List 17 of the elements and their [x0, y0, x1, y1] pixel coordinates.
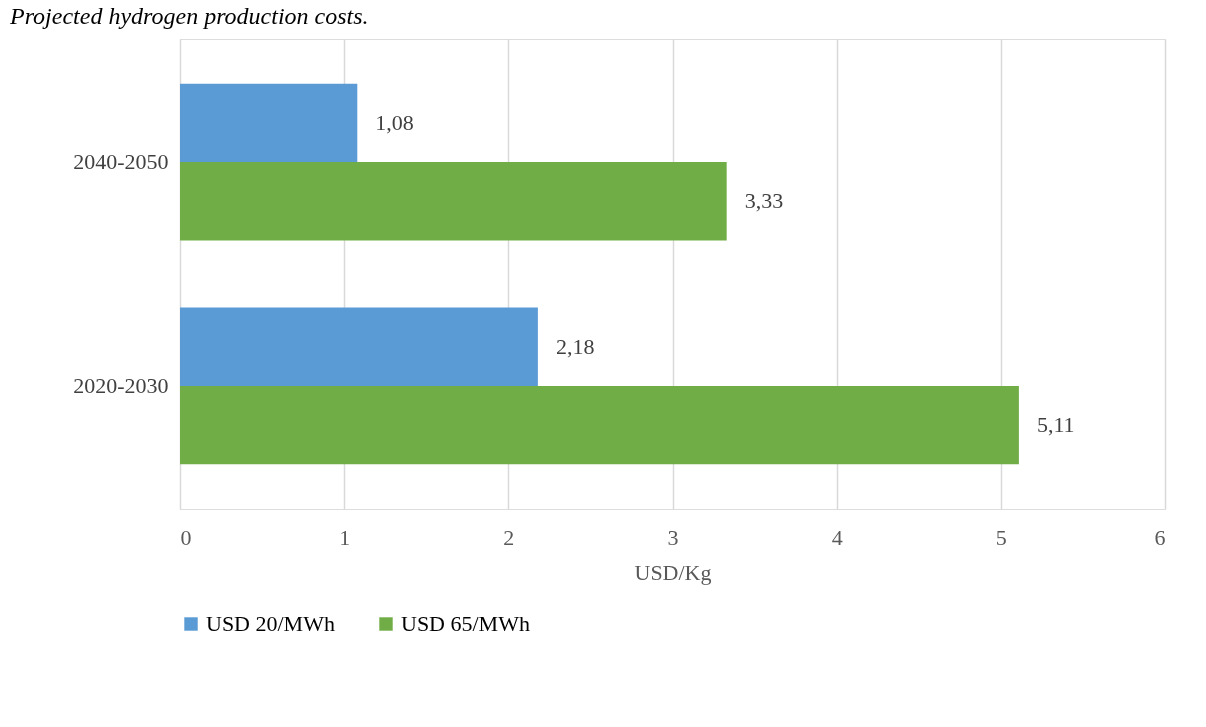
data-label: 1,08	[375, 109, 414, 135]
data-label: 3,33	[744, 188, 784, 214]
x-tick-label: 3	[667, 524, 679, 550]
x-axis-title: USD/Kg	[634, 559, 712, 585]
x-tick-label: 4	[831, 524, 843, 550]
data-label: 2,18	[555, 333, 595, 359]
x-tick-label: 2	[503, 524, 515, 550]
x-tick-label: 5	[995, 524, 1007, 550]
legend-label: USD 20/MWh	[206, 611, 335, 636]
data-label: 5,11	[1036, 412, 1075, 438]
y-tick-label: 2020-2030	[73, 372, 169, 398]
x-tick-label: 0	[180, 524, 192, 550]
y-tick-label: 2040-2050	[73, 149, 169, 175]
legend-label: USD 65/MWh	[401, 611, 530, 636]
x-tick-label: 1	[339, 524, 351, 550]
chart-title: Projected hydrogen production costs.	[9, 3, 369, 29]
x-tick-label: 6	[1154, 524, 1166, 550]
